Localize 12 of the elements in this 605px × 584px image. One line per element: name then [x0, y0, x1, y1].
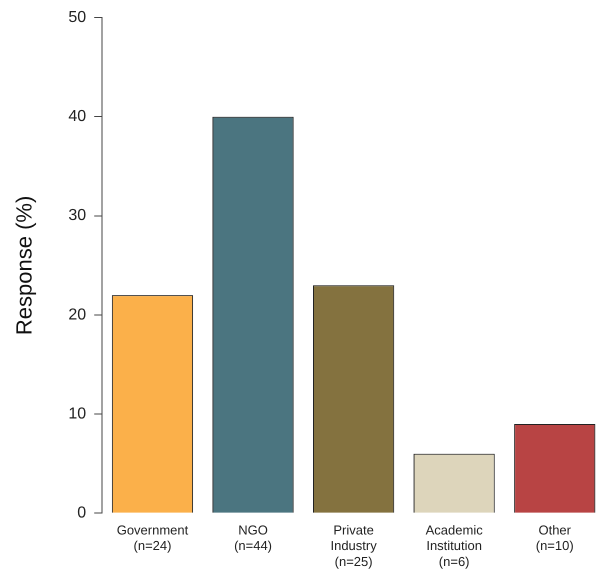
- y-tick-label: 0: [77, 504, 86, 522]
- x-tick-label: Government (n=24): [116, 522, 189, 554]
- y-axis-title: Response (%): [11, 196, 36, 336]
- y-tick-label: 20: [68, 306, 86, 324]
- y-tick-label: 40: [68, 108, 86, 126]
- y-tick-label: 30: [68, 207, 86, 224]
- x-tick-label: Other (n=10): [536, 522, 574, 554]
- y-tick-label: 50: [68, 9, 86, 26]
- x-tick-label: Private Industry (n=25): [330, 522, 378, 569]
- y-tick-label: 10: [68, 405, 86, 422]
- x-tick-label: NGO (n=44): [234, 522, 272, 554]
- x-tick-label: Academic Institution (n=6): [426, 522, 484, 569]
